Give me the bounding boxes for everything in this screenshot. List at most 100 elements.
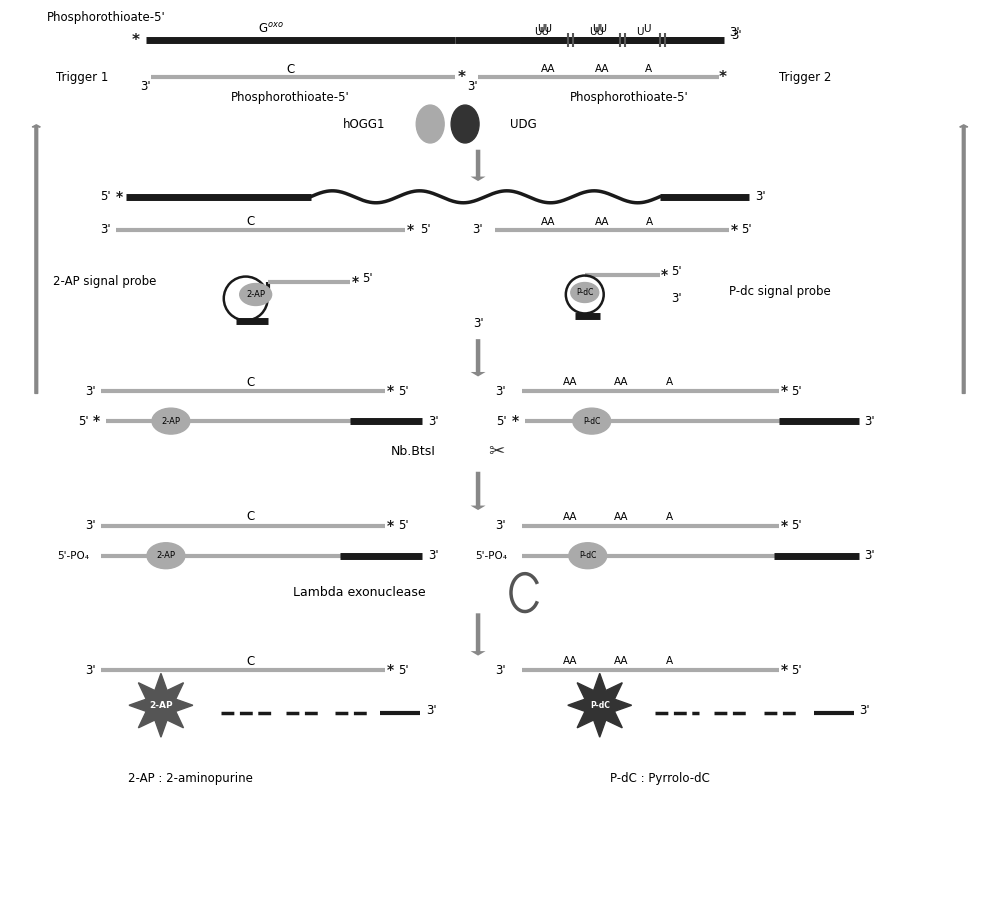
Ellipse shape <box>416 105 444 143</box>
Text: U: U <box>643 24 650 34</box>
Text: C: C <box>247 655 255 668</box>
Text: 5'-PO₄: 5'-PO₄ <box>57 551 89 561</box>
Text: AA: AA <box>563 657 577 667</box>
Text: 5': 5' <box>362 272 373 286</box>
Text: P-dC: P-dC <box>576 288 593 297</box>
Text: 5': 5' <box>672 265 682 278</box>
Text: Nb.BtsI: Nb.BtsI <box>390 445 435 458</box>
Text: U: U <box>636 28 643 37</box>
Text: Phosphorothioate-5': Phosphorothioate-5' <box>570 90 689 103</box>
Text: 2-AP signal probe: 2-AP signal probe <box>53 275 156 288</box>
Text: UU: UU <box>592 24 607 34</box>
Text: 3': 3' <box>428 549 439 562</box>
Text: 5': 5' <box>791 519 802 532</box>
Polygon shape <box>568 673 632 737</box>
Text: *: * <box>115 190 123 204</box>
Text: 5': 5' <box>398 385 409 398</box>
Text: *: * <box>511 414 519 428</box>
Text: *: * <box>387 519 394 533</box>
Text: *: * <box>387 663 394 677</box>
Text: 3': 3' <box>100 223 111 236</box>
Ellipse shape <box>451 105 479 143</box>
Text: 3': 3' <box>755 191 766 204</box>
Text: UU: UU <box>589 28 604 37</box>
Text: C: C <box>286 63 295 76</box>
Text: A: A <box>645 64 652 75</box>
Text: AA: AA <box>541 216 555 227</box>
Ellipse shape <box>573 408 611 434</box>
Text: 3': 3' <box>859 704 870 717</box>
Text: *: * <box>352 274 359 288</box>
Text: 5': 5' <box>100 191 111 204</box>
Text: 3': 3' <box>495 519 506 532</box>
Text: Phosphorothioate-5': Phosphorothioate-5' <box>47 11 165 24</box>
Text: 2-AP : 2-aminopurine: 2-AP : 2-aminopurine <box>128 772 253 785</box>
Text: AA: AA <box>614 657 629 667</box>
Text: 5'-PO₄: 5'-PO₄ <box>475 551 507 561</box>
Text: 5': 5' <box>398 664 409 677</box>
Text: A: A <box>666 512 673 522</box>
Text: 2-AP: 2-AP <box>161 416 180 426</box>
Ellipse shape <box>571 283 599 302</box>
Text: AA: AA <box>594 64 609 75</box>
Text: 5': 5' <box>791 385 802 398</box>
Text: 3': 3' <box>428 414 439 427</box>
Text: A: A <box>666 657 673 667</box>
Ellipse shape <box>569 542 607 568</box>
Text: 3': 3' <box>495 664 506 677</box>
Text: 5': 5' <box>496 414 507 427</box>
Text: AA: AA <box>563 512 577 522</box>
Text: *: * <box>387 384 394 398</box>
Text: *: * <box>661 268 668 282</box>
Text: UDG: UDG <box>510 118 537 131</box>
Text: 3': 3' <box>426 704 437 717</box>
Text: 3': 3' <box>472 223 483 236</box>
Text: Trigger 2: Trigger 2 <box>779 71 832 84</box>
Text: 3': 3' <box>473 317 483 330</box>
Text: 3': 3' <box>864 549 875 562</box>
Text: 3': 3' <box>467 79 477 93</box>
Text: 3': 3' <box>495 385 506 398</box>
Text: *: * <box>781 384 788 398</box>
Text: AA: AA <box>614 378 629 387</box>
Text: ✂: ✂ <box>488 441 504 460</box>
Text: P-dc signal probe: P-dc signal probe <box>729 285 831 298</box>
Text: *: * <box>718 70 726 85</box>
Text: 3': 3' <box>864 414 875 427</box>
Text: 3': 3' <box>86 385 96 398</box>
Text: 5': 5' <box>741 223 752 236</box>
Text: *: * <box>407 223 414 237</box>
Text: P-dC : Pyrrolo-dC: P-dC : Pyrrolo-dC <box>610 772 709 785</box>
Ellipse shape <box>240 284 272 306</box>
Text: A: A <box>646 216 653 227</box>
Text: *: * <box>132 33 140 48</box>
Polygon shape <box>129 673 193 737</box>
Text: A: A <box>666 378 673 387</box>
Text: AA: AA <box>563 378 577 387</box>
Ellipse shape <box>147 542 185 568</box>
Text: Lambda exonuclease: Lambda exonuclease <box>293 586 425 599</box>
Text: 2-AP: 2-AP <box>246 290 265 299</box>
Text: P-dC: P-dC <box>579 551 596 560</box>
Text: 3': 3' <box>86 519 96 532</box>
Text: 3': 3' <box>672 292 682 305</box>
Ellipse shape <box>152 408 190 434</box>
Text: 5': 5' <box>791 664 802 677</box>
Text: C: C <box>247 376 255 389</box>
Text: 5': 5' <box>398 519 409 532</box>
Text: UU: UU <box>534 28 549 37</box>
Text: C: C <box>247 510 255 523</box>
Text: P-dC: P-dC <box>590 701 610 710</box>
Text: *: * <box>781 663 788 677</box>
Text: 3': 3' <box>731 29 742 41</box>
Text: *: * <box>781 519 788 533</box>
Text: 3': 3' <box>729 26 740 39</box>
Text: hOGG1: hOGG1 <box>343 118 385 131</box>
Text: UU: UU <box>537 24 552 34</box>
Text: AA: AA <box>594 216 609 227</box>
Text: 2-AP: 2-AP <box>149 701 173 710</box>
Text: AA: AA <box>614 512 629 522</box>
Text: P-dC: P-dC <box>583 416 600 426</box>
Text: *: * <box>458 70 466 85</box>
Text: 5': 5' <box>420 223 431 236</box>
